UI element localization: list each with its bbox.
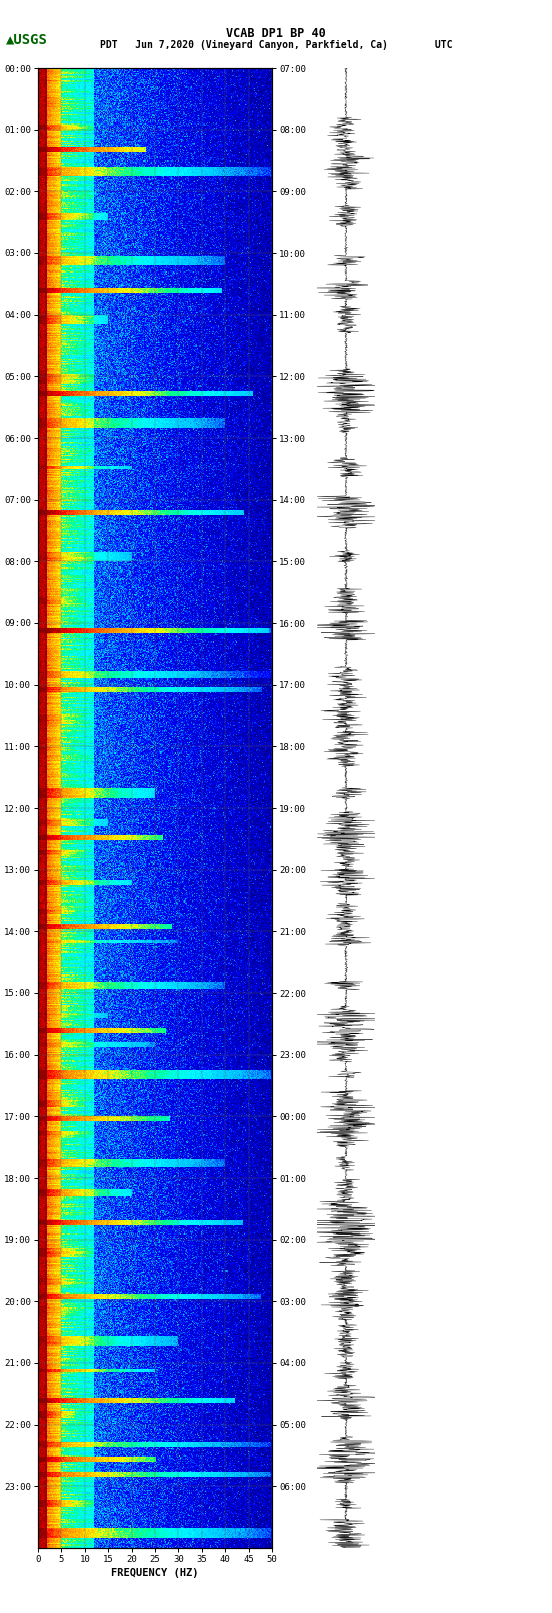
Text: ▲USGS: ▲USGS	[6, 32, 47, 47]
Text: PDT   Jun 7,2020 (Vineyard Canyon, Parkfield, Ca)        UTC: PDT Jun 7,2020 (Vineyard Canyon, Parkfie…	[100, 40, 452, 50]
Text: VCAB DP1 BP 40: VCAB DP1 BP 40	[226, 27, 326, 40]
X-axis label: FREQUENCY (HZ): FREQUENCY (HZ)	[112, 1568, 199, 1578]
